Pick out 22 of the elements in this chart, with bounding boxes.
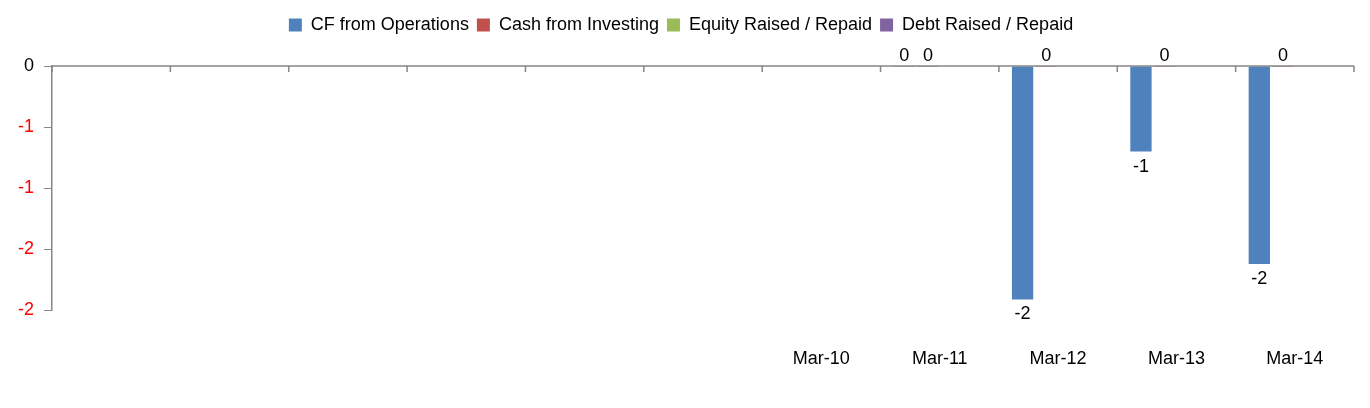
x-tick-label: Mar-13 — [1147, 348, 1205, 369]
legend-label: CF from Operations — [310, 13, 469, 34]
y-tick-label: 0 — [23, 54, 34, 75]
y-tick-label: -2 — [17, 299, 34, 320]
data-label: 0 — [899, 44, 910, 65]
x-tick-label: Mar-11 — [911, 348, 968, 369]
data-label: -2 — [1251, 267, 1268, 288]
data-label: 0 — [1041, 44, 1052, 65]
x-tick-label: Mar-12 — [1029, 348, 1087, 369]
data-label: 0 — [1159, 44, 1170, 65]
x-tick-label: Mar-14 — [1266, 348, 1324, 369]
legend-label: Equity Raised / Repaid — [688, 13, 873, 34]
data-label: 0 — [1277, 44, 1288, 65]
legend-label: Cash from Investing — [498, 13, 659, 34]
x-tick-label: Mar-10 — [792, 348, 850, 369]
legend-label: Debt Raised / Repaid — [902, 13, 1074, 34]
data-label: -2 — [1014, 303, 1031, 324]
y-tick-label: -1 — [17, 116, 34, 137]
data-label: 0 — [922, 44, 933, 65]
y-tick-label: -2 — [17, 238, 34, 259]
y-tick-label: -1 — [17, 177, 34, 198]
data-label: -1 — [1132, 155, 1149, 176]
